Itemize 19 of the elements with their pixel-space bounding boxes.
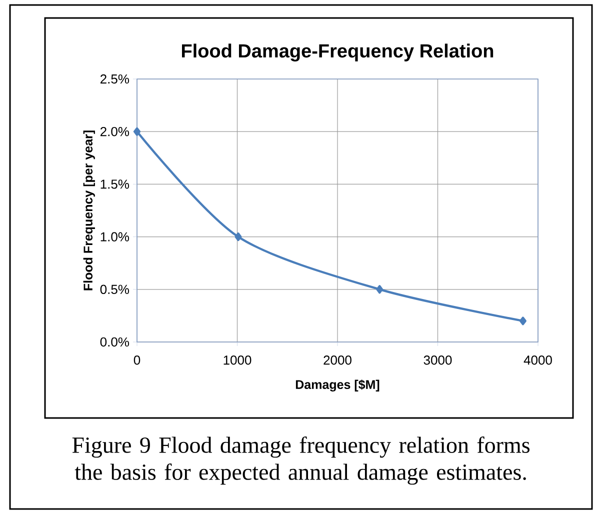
x-tick-label: 2000 xyxy=(324,356,352,365)
y-tick-label: 2.5% xyxy=(100,74,130,84)
point xyxy=(376,285,384,294)
y-tick-label: 1.0% xyxy=(100,232,130,242)
y-tick-label: 1.5% xyxy=(100,180,130,189)
point xyxy=(519,316,526,326)
point xyxy=(134,127,141,136)
x-tick-label: 3000 xyxy=(424,356,452,365)
y-axis-title: Flood Frequency [per year] xyxy=(83,130,95,290)
point xyxy=(234,232,242,242)
x-tick-label: 0 xyxy=(134,356,140,365)
x-tick-label: 4000 xyxy=(524,356,552,365)
y-tick-label: 0.5% xyxy=(100,284,130,294)
caption: Figure 9 Flood damage frequency relation forms the basis for expected annual damage estimates. xyxy=(72,436,530,485)
x-tick-label: 1000 xyxy=(224,356,252,365)
x-axis-title: Damages [$M] xyxy=(296,380,380,392)
y-tick-label: 0.0% xyxy=(100,337,130,347)
y-tick-label: 2.0% xyxy=(100,126,130,136)
chart-title: Flood Damage-Frequency Relation xyxy=(182,44,494,62)
